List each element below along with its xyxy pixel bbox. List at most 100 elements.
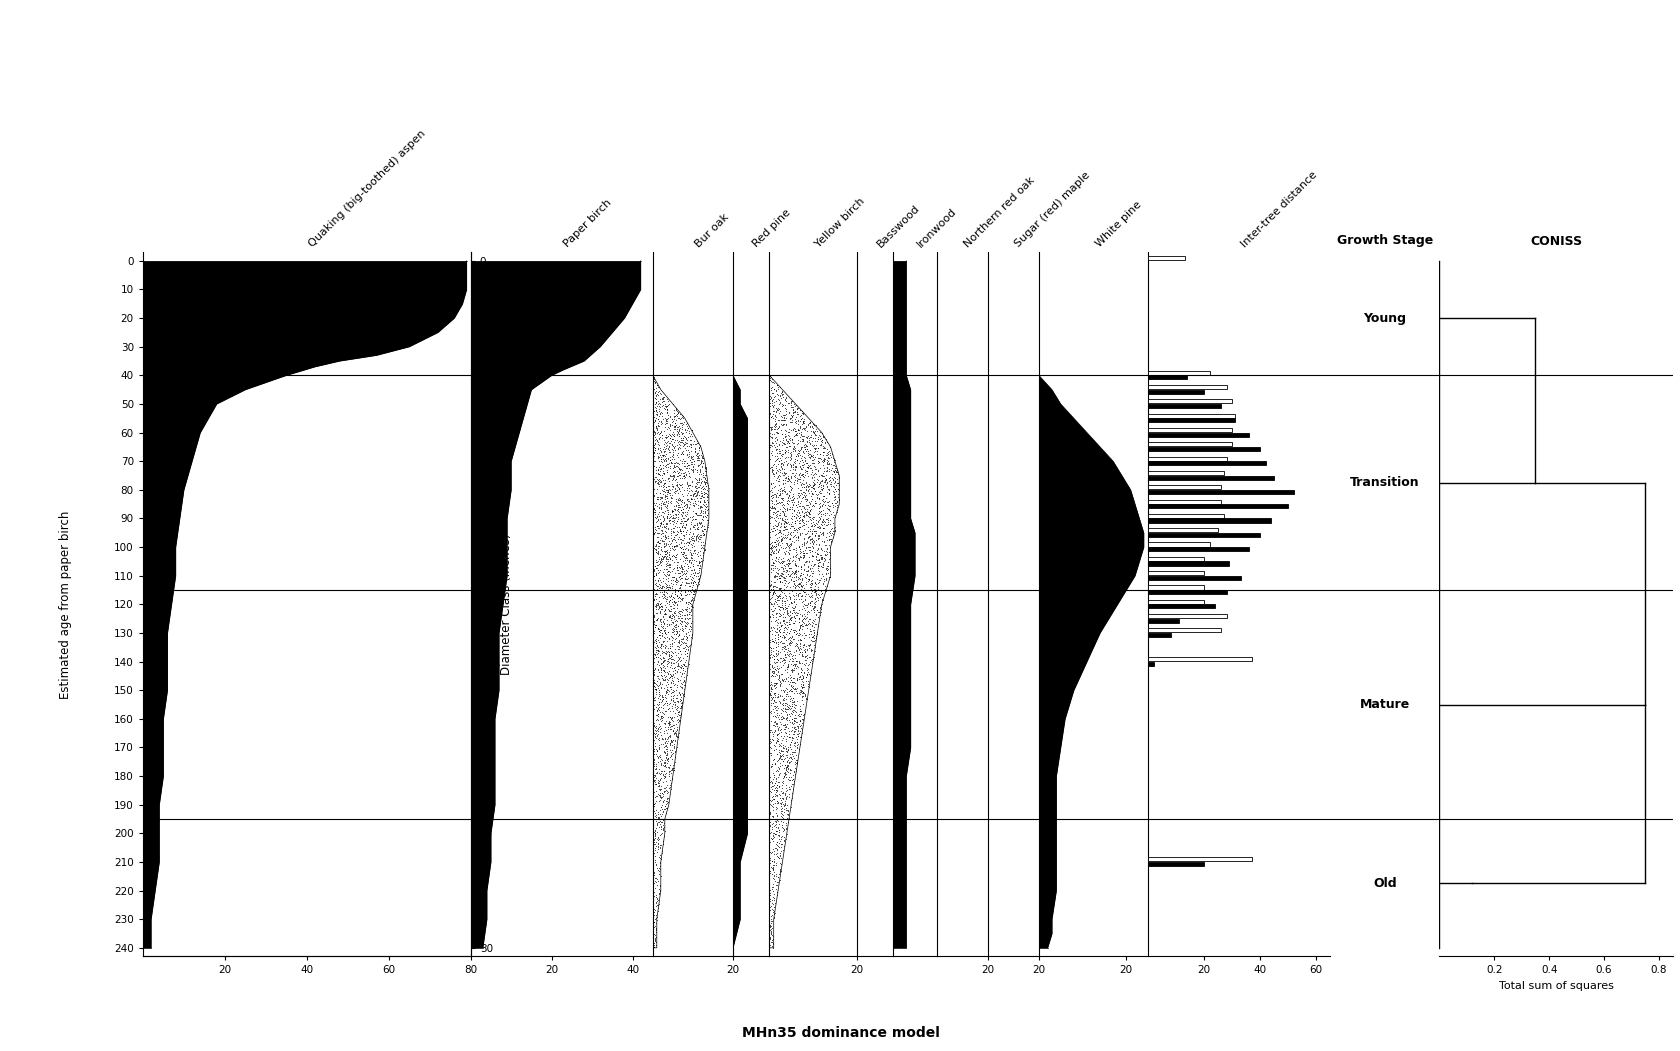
Point [647,837,674,853]
Point [645,687,672,704]
Point [786,575,813,592]
Point [640,845,667,862]
Point [796,573,823,590]
Point [657,592,684,609]
Point [771,619,798,636]
Point [790,479,816,496]
Bar [1147,557,1203,561]
Point [675,655,702,672]
Point [768,389,795,406]
Point [638,555,665,572]
Point [677,435,704,452]
Point [648,843,675,860]
Point [776,786,803,803]
Point [818,533,845,550]
Point [659,426,685,442]
Point [660,736,687,753]
Point [815,507,842,523]
Point [791,686,818,703]
Point [785,728,811,745]
Point [780,718,806,735]
Point [780,573,806,590]
Point [813,517,840,534]
Point [803,449,830,466]
Point [647,532,674,549]
Point [638,442,665,459]
Point [652,397,679,414]
Point [647,867,674,884]
Point [679,572,706,589]
Point [763,725,790,742]
Point [786,570,813,586]
Point [672,508,699,524]
Point [780,659,806,676]
Point [786,461,813,478]
Point [758,420,785,437]
Point [643,727,670,744]
Point [667,610,694,626]
Point [764,766,791,783]
Point [690,541,717,558]
Point [758,577,785,594]
Point [642,842,669,859]
Point [640,457,667,474]
Point [776,610,803,626]
Point [795,445,822,461]
Point [801,449,828,466]
Point [680,585,707,602]
Point [642,827,669,844]
Point [800,523,827,540]
Point [815,500,842,517]
Point [766,607,793,624]
Point [756,704,783,721]
Point [647,623,674,640]
Point [660,457,687,474]
Point [781,653,808,669]
Point [790,444,816,460]
Point [780,528,806,544]
Point [756,609,783,625]
Point [650,817,677,833]
Point [756,438,783,455]
Point [764,749,791,766]
Point [667,557,694,574]
Point [774,700,801,717]
Point [643,787,670,804]
Point [763,518,790,535]
Point [766,747,793,764]
Point [806,473,833,490]
Point [816,512,843,529]
Point [776,559,803,576]
Point [780,407,806,424]
Point [766,738,793,755]
Point [763,606,790,623]
Point [659,440,685,457]
Point [650,662,677,679]
Point [769,798,796,815]
Point [756,634,783,651]
Point [674,575,701,592]
Point [672,564,699,581]
Point [645,634,672,651]
Point [764,471,791,488]
Point [657,648,684,665]
Point [788,689,815,706]
Point [788,671,815,687]
Point [654,758,680,775]
Point [642,537,669,554]
Point [774,751,801,768]
Point [798,568,825,584]
Point [761,526,788,542]
Point [788,570,815,586]
Point [764,750,791,767]
Point [660,554,687,571]
Point [643,743,670,760]
Point [640,735,667,751]
Point [773,600,800,617]
Point [677,481,704,498]
Point [652,579,679,596]
Point [771,485,798,501]
Point [761,675,788,692]
Point [780,744,806,761]
Point [667,446,694,462]
